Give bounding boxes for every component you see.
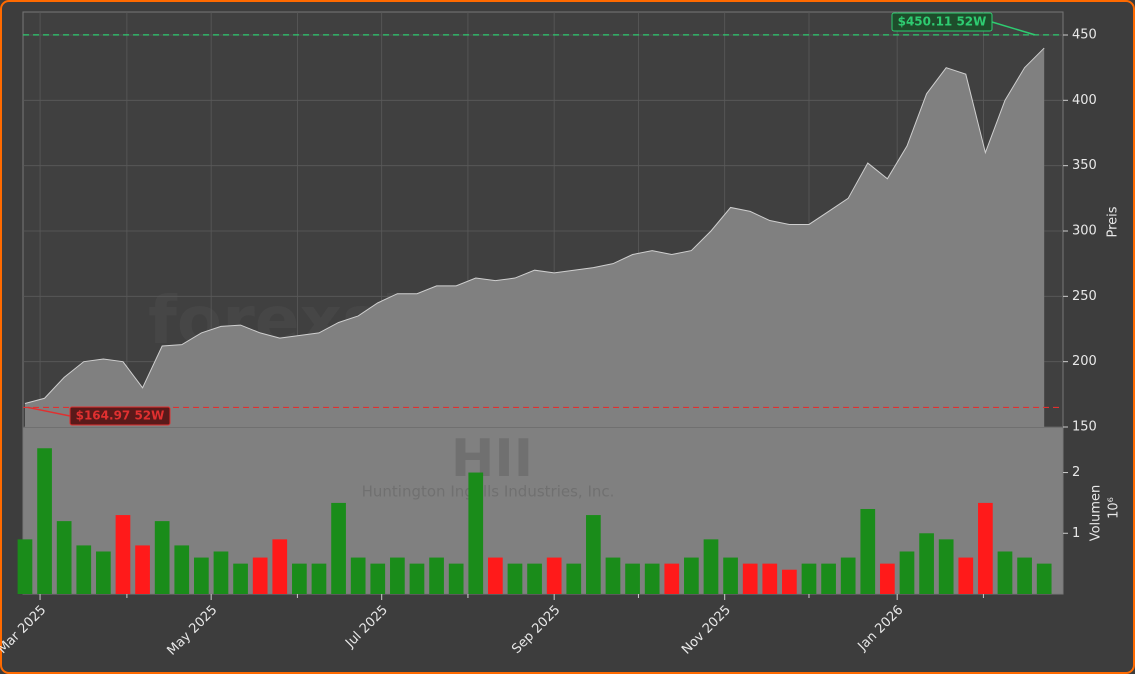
volume-bar — [213, 551, 229, 594]
volume-bar — [762, 563, 778, 594]
price-line — [24, 47, 1045, 404]
volume-bar — [566, 563, 582, 594]
price-area — [24, 48, 1045, 427]
volume-bar — [546, 557, 562, 594]
volume-bar — [488, 557, 503, 594]
volume-bar — [997, 551, 1013, 594]
volume-bar — [978, 502, 993, 594]
volume-bar — [821, 563, 836, 594]
volume-bar — [154, 521, 170, 594]
company-watermark: Huntington Ingalls Industries, Inc. — [362, 483, 615, 501]
volume-bar — [17, 539, 33, 594]
y-tick-label: 450 — [1072, 27, 1097, 42]
volume-bar — [1017, 557, 1032, 594]
volume-bar — [311, 563, 327, 594]
volume-bar — [723, 557, 738, 594]
ticker-watermark: HII — [451, 429, 533, 489]
high-arrow — [991, 21, 1036, 36]
volume-bar — [350, 557, 366, 594]
volume-bar — [272, 539, 288, 594]
y-tick-label: 400 — [1072, 93, 1097, 108]
high-label-box — [891, 12, 993, 32]
volume-bar — [174, 545, 190, 594]
volume-bar — [527, 563, 542, 594]
volume-bar — [742, 563, 758, 594]
volume-bar — [605, 557, 621, 594]
volume-bar — [664, 563, 680, 594]
volume-bar — [292, 563, 307, 594]
volume-bar — [429, 557, 444, 594]
price-axis-label: Preis — [1106, 206, 1121, 237]
volume-bar — [899, 551, 915, 594]
volume-bar — [331, 502, 346, 594]
low-label-box — [69, 406, 171, 426]
low-label: $164.97 52W — [76, 409, 165, 423]
volume-bar — [194, 557, 209, 594]
low-arrow — [27, 406, 71, 417]
volume-bar — [801, 563, 817, 594]
volume-bar — [938, 539, 954, 594]
volume-bar — [233, 563, 248, 594]
volume-bar — [782, 569, 797, 594]
volume-bar — [448, 563, 464, 594]
volume-bar — [370, 563, 386, 594]
y-tick-label: 350 — [1072, 158, 1097, 173]
volume-bar — [703, 539, 719, 594]
volume-bar — [56, 521, 72, 594]
high-label: $450.11 52W — [898, 15, 987, 29]
y-tick-label: 150 — [1072, 420, 1097, 435]
volume-bar — [390, 557, 405, 594]
volume-bar — [252, 557, 268, 594]
volume-axis-label: Volumen — [1089, 485, 1104, 542]
y-tick-label: 300 — [1072, 223, 1097, 238]
volume-bar — [919, 533, 934, 594]
volume-bar — [76, 545, 92, 594]
y-tick-label: 1 — [1072, 526, 1080, 541]
volume-bar — [625, 563, 640, 594]
volume-bar — [115, 515, 131, 594]
volume-bar — [468, 472, 484, 594]
volume-bar — [684, 557, 699, 594]
volume-bar — [958, 557, 974, 594]
volume-bar — [135, 545, 150, 594]
volume-bar — [409, 563, 425, 594]
y-tick-label: 2 — [1072, 465, 1080, 480]
volume-bar — [96, 551, 111, 594]
volume-bar — [507, 563, 523, 594]
volume-bar — [644, 563, 660, 594]
volume-bar — [860, 508, 876, 594]
volume-bar — [880, 563, 895, 594]
volume-bar — [586, 515, 601, 594]
y-tick-label: 250 — [1072, 289, 1097, 304]
volume-bar — [1036, 563, 1052, 594]
volume-bar — [840, 557, 856, 594]
y-tick-label: 200 — [1072, 354, 1097, 369]
volume-unit: 10⁶ — [1107, 497, 1122, 519]
volume-bar — [37, 448, 52, 594]
